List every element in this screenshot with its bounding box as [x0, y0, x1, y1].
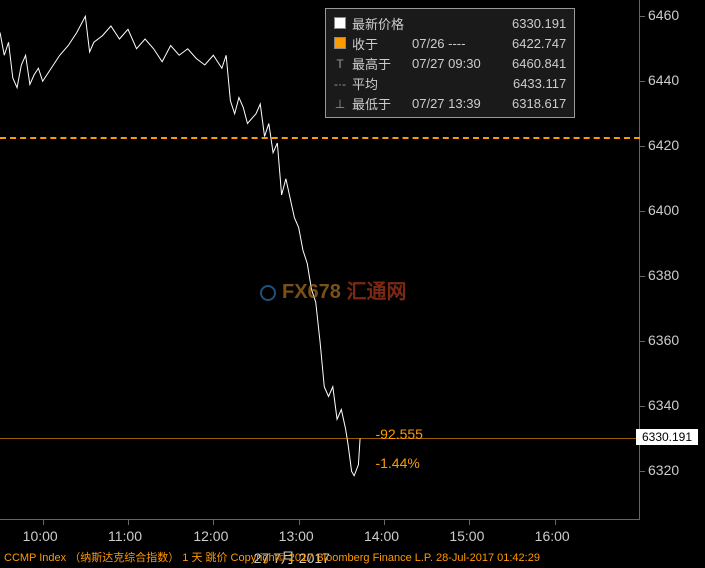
delta-percent-label: -1.44%	[375, 455, 419, 471]
y-tick-mark	[640, 146, 645, 147]
y-tick-label: 6440	[648, 72, 679, 88]
chart-plot-area: 6330.191 -92.555 -1.44% FX678 汇通网 最新价格 63…	[0, 0, 640, 520]
y-tick-mark	[640, 471, 645, 472]
y-tick-mark	[640, 211, 645, 212]
info-row-date: 07/27 13:39	[412, 96, 512, 111]
y-tick-label: 6460	[648, 7, 679, 23]
x-tick-mark	[213, 520, 214, 525]
info-row-value: 6460.841	[512, 56, 566, 71]
info-row-label: 最新价格	[352, 14, 412, 33]
y-tick-mark	[640, 341, 645, 342]
y-axis: 6320 6340 6360 6380 6400 6420 6440 6460	[640, 0, 705, 520]
x-tick-label: 12:00	[193, 528, 228, 544]
x-tick-label: 10:00	[23, 528, 58, 544]
y-tick-mark	[640, 276, 645, 277]
info-row-label: 最低于	[352, 94, 412, 113]
info-box: 最新价格6330.191收于07/26 ----6422.747T最高于07/2…	[325, 8, 575, 118]
x-tick-mark	[469, 520, 470, 525]
info-row: 收于07/26 ----6422.747	[334, 33, 566, 53]
x-tick-mark	[43, 520, 44, 525]
info-marker-icon: -·-	[334, 77, 346, 89]
y-tick-mark	[640, 81, 645, 82]
y-tick-label: 6400	[648, 202, 679, 218]
info-row-value: 6318.617	[512, 96, 566, 111]
x-tick-label: 16:00	[535, 528, 570, 544]
info-row-value: 6422.747	[512, 36, 566, 51]
current-price-line: 6330.191	[0, 438, 640, 439]
x-tick-mark	[555, 520, 556, 525]
info-marker-icon: T	[334, 57, 346, 69]
delta-absolute-label: -92.555	[375, 426, 422, 442]
y-tick-label: 6340	[648, 397, 679, 413]
x-tick-label: 13:00	[279, 528, 314, 544]
y-tick-mark	[640, 406, 645, 407]
info-row-value: 6330.191	[512, 16, 566, 31]
x-tick-mark	[299, 520, 300, 525]
watermark-circle-icon	[260, 285, 276, 301]
watermark-text-right: 汇通网	[347, 281, 407, 303]
info-marker-icon	[334, 37, 346, 49]
info-row-value: 6433.117	[512, 76, 566, 91]
info-marker-icon: ⊥	[334, 97, 346, 109]
x-tick-mark	[128, 520, 129, 525]
info-row: ⊥ 最低于07/27 13:396318.617	[334, 93, 566, 113]
info-marker-icon	[334, 17, 346, 29]
info-row: T 最高于07/27 09:306460.841	[334, 53, 566, 73]
x-tick-label: 15:00	[449, 528, 484, 544]
info-row-date: 07/26 ----	[412, 36, 512, 51]
x-tick-label: 14:00	[364, 528, 399, 544]
y-tick-label: 6420	[648, 137, 679, 153]
watermark-text-left: FX678	[282, 281, 341, 303]
info-row-date: 07/27 09:30	[412, 56, 512, 71]
y-tick-label: 6360	[648, 332, 679, 348]
y-tick-mark	[640, 16, 645, 17]
x-tick-mark	[384, 520, 385, 525]
info-row-label: 收于	[352, 34, 412, 53]
x-tick-label: 11:00	[108, 528, 142, 544]
info-row: 最新价格 6330.191	[334, 13, 566, 33]
watermark: FX678 汇通网	[260, 275, 407, 304]
y-tick-label: 6320	[648, 462, 679, 478]
footer-copyright: CCMP Index （纳斯达克综合指数） 1 天 跳价 Copyright© …	[0, 547, 705, 567]
y-tick-label: 6380	[648, 267, 679, 283]
info-row: -·- 平均 6433.117	[334, 73, 566, 93]
info-row-label: 最高于	[352, 54, 412, 73]
info-row-label: 平均	[352, 74, 412, 93]
